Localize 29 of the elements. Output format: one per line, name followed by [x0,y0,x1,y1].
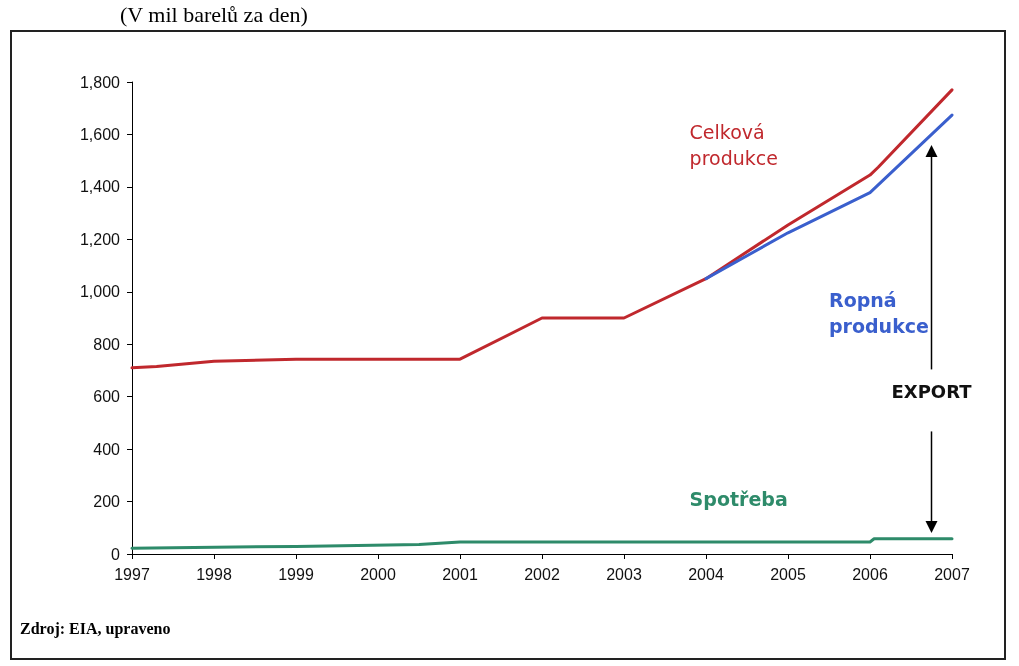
text: Ropná produkce [829,288,929,337]
x-tick-label: 2000 [360,565,396,583]
x-tick-label: 2004 [688,565,724,583]
annotation: EXPORT [891,380,973,402]
y-tick-label: 0 [111,545,121,563]
line-series [130,88,954,370]
x-tick-label: 1997 [114,565,150,583]
y-tick-label: 800 [93,335,121,353]
y-tick-label: 1,800 [79,73,121,91]
line-series [130,537,954,550]
x-tick-label: 2007 [934,565,970,583]
x-tick-label: 2006 [852,565,888,583]
y-tick-label: 600 [93,388,121,406]
x-tick-label: 1999 [278,565,314,583]
x-tick-label: 2002 [524,565,560,583]
text: Celková produkce [689,120,778,169]
x-tick-label: 2001 [442,565,478,583]
chart-title: (V mil barelů za den) [120,2,308,28]
y-tick-label: 400 [93,440,121,458]
series-label: Spotřeba [689,487,788,510]
y-tick-label: 200 [93,493,121,511]
x-tick-label: 2003 [606,565,642,583]
y-tick-label: 1,400 [79,178,121,196]
y-tick-label: 1,200 [79,230,121,248]
x-tick-label: 2005 [770,565,806,583]
text: Zdroj: EIA, upraveno [20,620,171,638]
x-tick-label: 1998 [196,565,232,583]
y-tick-label: 1,600 [79,125,121,143]
y-tick-label: 1,000 [79,283,121,301]
